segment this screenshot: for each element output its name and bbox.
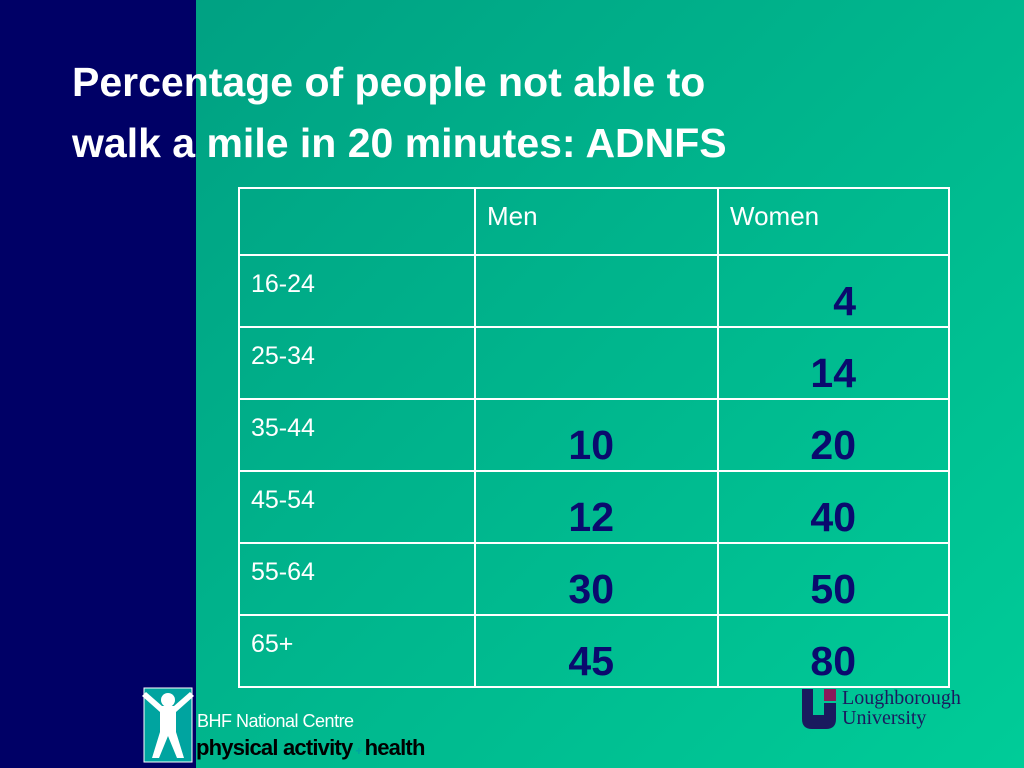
percentage-cell: 45 <box>474 614 719 688</box>
loughborough-name: Loughborough University <box>842 688 961 728</box>
bhf-name: BHF National Centre <box>197 711 354 731</box>
logo-line: University <box>842 707 927 729</box>
bhf-text: physical activity <box>196 735 353 760</box>
bhf-icon <box>142 687 194 763</box>
percentage-cell <box>474 326 719 400</box>
bhf-plus: + <box>355 744 362 758</box>
loughborough-icon <box>802 689 836 729</box>
percentage-cell: 10 <box>474 398 719 472</box>
header-cell: Men <box>474 187 719 256</box>
title-line: Percentage of people not able to <box>72 59 706 105</box>
bhf-subtitle: physical activity + health <box>196 735 425 761</box>
percentage-cell: 14 <box>717 326 950 400</box>
table-row: 65+ 45 80 <box>238 614 950 688</box>
age-group: 55-64 <box>238 542 476 616</box>
age-group: 35-44 <box>238 398 476 472</box>
table-row: 16-24 4 <box>238 254 950 328</box>
data-table: Men Women 16-24 4 25-34 14 35-44 10 20 45-54 12 40 5… <box>238 187 950 688</box>
age-group: 45-54 <box>238 470 476 544</box>
header-cell: Women <box>717 187 950 256</box>
percentage-cell: 20 <box>717 398 950 472</box>
percentage-cell: 80 <box>717 614 950 688</box>
age-group: 25-34 <box>238 326 476 400</box>
logo-line: Loughborough <box>842 687 961 709</box>
table-row: 55-64 30 50 <box>238 542 950 616</box>
percentage-cell: 4 <box>717 254 950 328</box>
age-group: 16-24 <box>238 254 476 328</box>
percentage-cell <box>474 254 719 328</box>
slide-title: Percentage of people not able to walk a … <box>72 52 727 174</box>
table-row: 25-34 14 <box>238 326 950 400</box>
side-band <box>0 0 196 768</box>
bhf-text: health <box>364 735 426 760</box>
title-line: walk a mile in 20 minutes: ADNFS <box>72 120 727 166</box>
table-row: 35-44 10 20 <box>238 398 950 472</box>
age-group: 65+ <box>238 614 476 688</box>
percentage-cell: 12 <box>474 470 719 544</box>
header-row: Men Women <box>238 187 950 256</box>
percentage-cell: 50 <box>717 542 950 616</box>
header-cell <box>238 187 476 256</box>
percentage-cell: 40 <box>717 470 950 544</box>
percentage-cell: 30 <box>474 542 719 616</box>
table-row: 45-54 12 40 <box>238 470 950 544</box>
